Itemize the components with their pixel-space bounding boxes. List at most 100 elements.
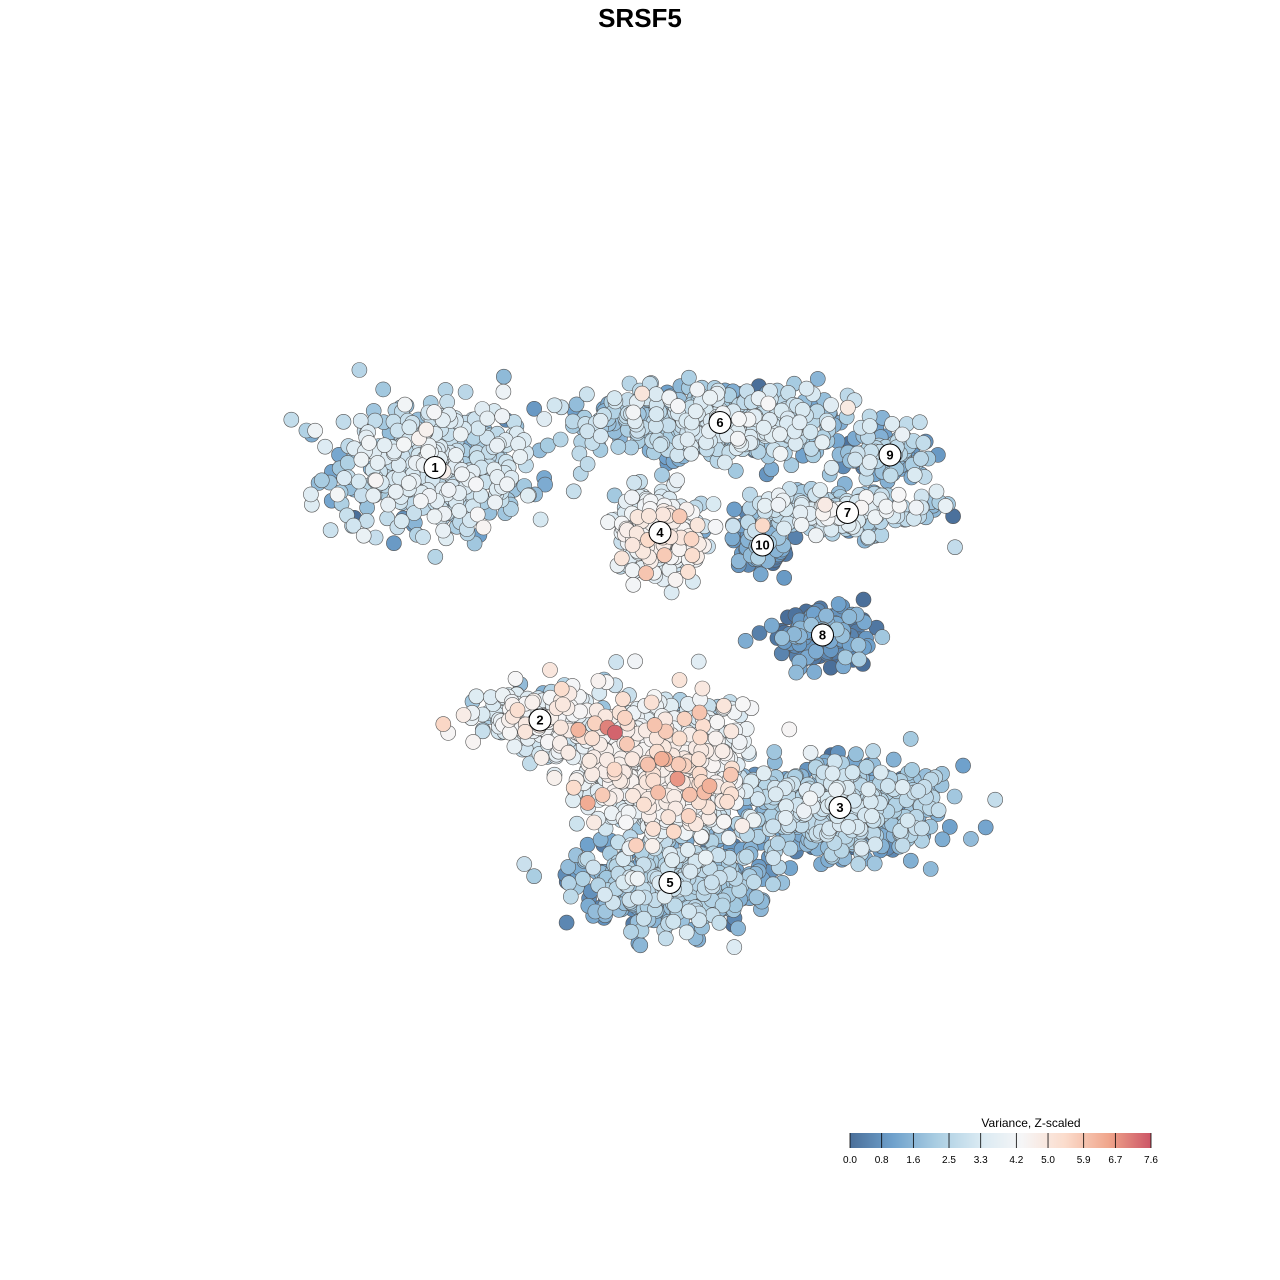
scatter-point <box>930 802 947 819</box>
scatter-point <box>872 764 889 781</box>
scatter-point <box>861 418 878 434</box>
scatter-point <box>861 454 878 470</box>
scatter-point <box>592 428 609 444</box>
legend-tick-label: 4.2 <box>1009 1155 1023 1166</box>
scatter-point <box>509 702 526 718</box>
scatter-point <box>738 848 755 865</box>
scatter-point <box>625 404 642 421</box>
scatter-point <box>655 506 671 523</box>
scatter-point <box>963 831 979 847</box>
scatter-point <box>376 437 393 454</box>
scatter-point <box>648 386 665 403</box>
scatter-point <box>656 547 673 564</box>
scatter-point <box>636 796 652 813</box>
scatter-point <box>757 497 773 514</box>
scatter-point <box>454 466 470 483</box>
scatter-point <box>812 482 828 498</box>
scatter-point <box>479 410 496 427</box>
scatter-point <box>600 514 616 531</box>
scatter-point <box>387 483 404 500</box>
scatter-point <box>679 841 696 858</box>
scatter-point <box>802 744 819 761</box>
scatter-point <box>911 414 928 431</box>
scatter-point <box>457 384 474 400</box>
scatter-point <box>915 435 932 451</box>
scatter-point <box>814 434 831 451</box>
scatter-point <box>644 838 661 854</box>
scatter-point <box>646 717 663 733</box>
scatter-point <box>755 765 772 782</box>
scatter-point <box>729 430 746 447</box>
scatter-point <box>375 381 392 398</box>
scatter-point <box>894 837 911 854</box>
scatter-point <box>922 861 939 877</box>
scatter-point <box>977 819 994 836</box>
scatter-point <box>716 813 732 830</box>
legend-title: Variance, Z-scaled <box>981 1116 1080 1130</box>
scatter-point <box>664 852 681 869</box>
scatter-point <box>866 855 883 872</box>
scatter-point <box>650 784 667 801</box>
legend-tick-label: 3.3 <box>974 1155 988 1166</box>
scatter-point <box>669 771 686 787</box>
scatter-point <box>848 746 864 763</box>
scatter-point <box>487 494 503 511</box>
scatter-point <box>899 812 916 829</box>
scatter-point <box>648 406 665 423</box>
scatter-point <box>412 493 429 509</box>
cluster-label-1: 1 <box>423 456 447 479</box>
scatter-point <box>709 714 726 730</box>
scatter-point <box>427 548 444 565</box>
scatter-point <box>380 496 397 513</box>
scatter-point <box>850 856 867 872</box>
scatter-point <box>652 437 669 453</box>
scatter-point <box>468 688 485 705</box>
scatter-point <box>606 390 623 407</box>
scatter-point <box>913 450 929 467</box>
scatter-point <box>608 654 625 670</box>
scatter-point <box>731 411 747 427</box>
scatter-point <box>607 724 623 741</box>
scatter-point <box>748 889 765 906</box>
cluster-label-6: 6 <box>708 411 732 434</box>
scatter-point <box>818 607 835 624</box>
scatter-point <box>465 734 482 750</box>
scatter-point <box>440 481 457 498</box>
legend-tick-label: 5.0 <box>1041 1155 1055 1166</box>
scatter-point <box>596 886 613 903</box>
scatter-point <box>455 707 472 723</box>
scatter-point <box>569 815 585 832</box>
scatter-point <box>638 565 654 582</box>
scatter-point <box>565 483 582 500</box>
scatter-point <box>865 743 881 759</box>
cluster-label-text: 5 <box>666 875 673 890</box>
scatter-point <box>791 414 808 431</box>
scatter-point <box>671 730 688 747</box>
scatter-point <box>579 456 596 472</box>
scatter-point <box>680 563 696 580</box>
scatter-point <box>435 522 452 539</box>
scatter-point <box>690 751 707 768</box>
scatter-point <box>683 445 699 462</box>
scatter-point <box>774 630 790 646</box>
scatter-point <box>676 711 693 727</box>
scatter-point <box>579 795 596 811</box>
cluster-label-10: 10 <box>751 533 774 557</box>
scatter-point <box>585 859 602 876</box>
chart-title: SRSF5 <box>598 3 682 33</box>
scatter-point <box>558 914 575 931</box>
legend-tick-label: 6.7 <box>1108 1155 1122 1166</box>
scatter-point <box>426 404 443 420</box>
scatter-point <box>475 519 492 536</box>
scatter-point <box>820 416 837 432</box>
scatter-point <box>624 537 641 553</box>
scatter-point <box>358 512 375 529</box>
scatter-point <box>860 781 877 798</box>
scatter-point <box>722 766 739 783</box>
scatter-point <box>701 778 718 794</box>
scatter-point <box>885 751 902 768</box>
scatter-point <box>560 875 577 892</box>
scatter-point <box>726 501 743 518</box>
scatter-point <box>579 386 595 403</box>
